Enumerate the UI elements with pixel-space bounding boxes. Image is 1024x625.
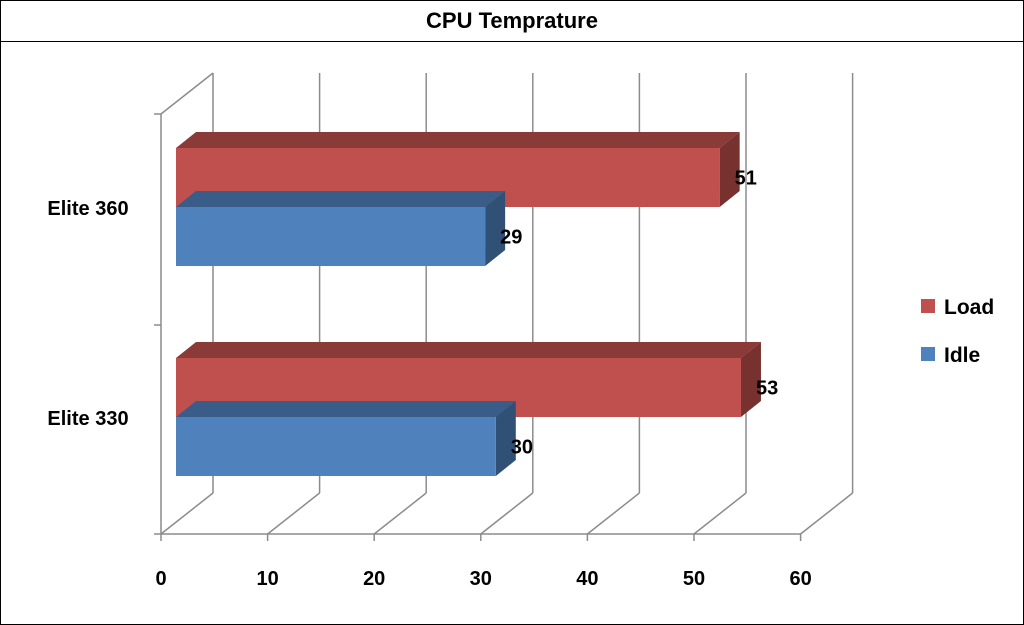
bars-layer [176,132,761,476]
chart-title: CPU Temprature [1,1,1023,42]
gridline-floor [373,492,427,535]
data-label: 53 [756,378,778,400]
bar-front-face [176,417,496,476]
gridline-floor [693,492,747,535]
x-tick-label: 0 [155,568,166,590]
side-wall-top [160,72,214,115]
data-label: 51 [735,168,757,190]
bar-idle [176,191,506,266]
legend-entry: Idle [944,344,980,367]
bar-top-face [176,401,516,417]
bar-front-face [176,207,486,266]
x-tick-label: 10 [256,568,278,590]
bar-side-face [495,401,516,476]
gridline-floor [267,492,321,535]
x-tick-label: 60 [789,568,811,590]
gridline-floor [800,492,854,535]
x-tick-label: 20 [363,568,385,590]
bar-top-face [176,132,740,148]
gridline-floor [586,492,640,535]
bar-side-face [485,191,506,266]
x-tick-label: 40 [576,568,598,590]
labels-layer: 0 10 20 30 40 50 60 Elite 330 53 30 Elite 360 51 29 [47,168,811,591]
x-tick-label: 50 [683,568,705,590]
bar-idle [176,401,516,476]
legend-entry: Load [944,296,994,319]
bar-top-face [176,342,761,358]
gridline-floor [480,492,534,535]
legend-swatch [921,347,935,361]
data-label: 30 [511,437,533,459]
bar-top-face [176,191,506,207]
category-label: Elite 330 [47,408,128,430]
gridline-floor [160,492,214,535]
bar-side-face [740,342,761,417]
data-label: 29 [500,227,522,249]
category-label: Elite 360 [47,198,128,220]
x-tick-label: 30 [470,568,492,590]
bar-side-face [719,132,740,207]
legend-swatch [921,299,935,313]
legend: Load Idle [921,296,994,367]
